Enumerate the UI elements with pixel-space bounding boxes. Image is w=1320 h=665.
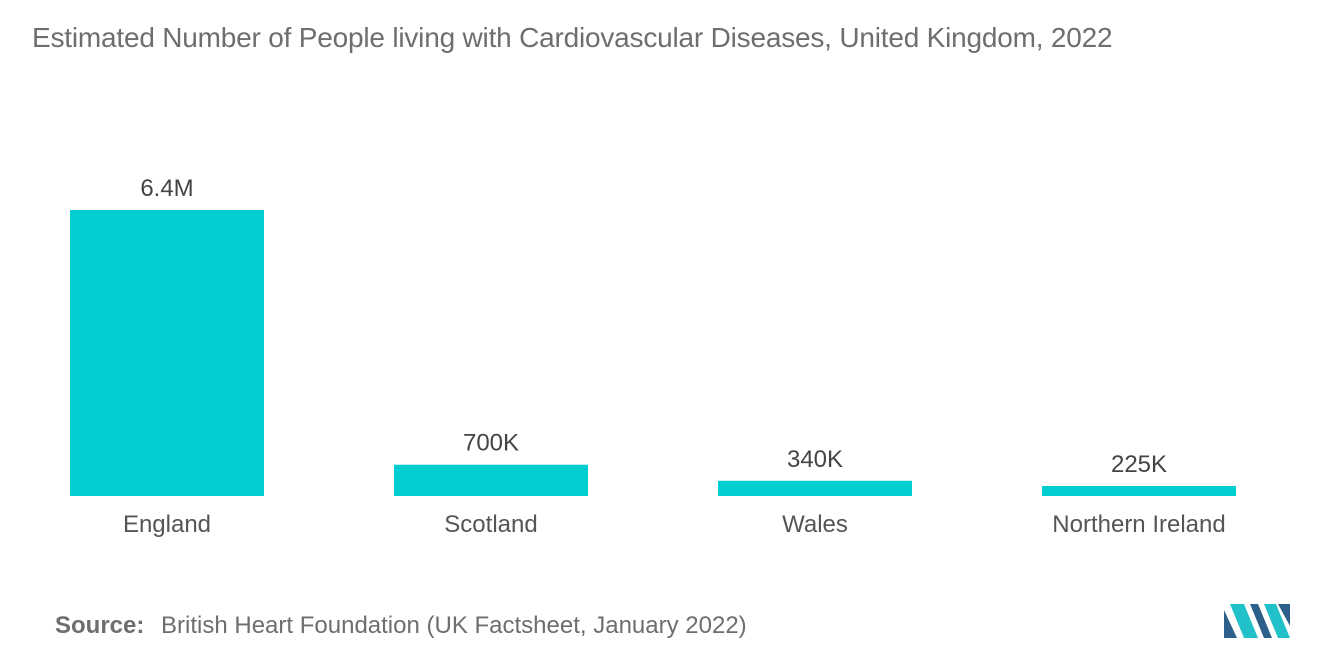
chart-title: Estimated Number of People living with C… <box>32 22 1113 53</box>
data-label-northern-ireland: 225K <box>1111 451 1167 478</box>
bar-scotland <box>394 464 588 496</box>
x-tick-label-scotland: Scotland <box>444 511 537 538</box>
bar-wales <box>718 480 912 496</box>
bar-northern-ireland <box>1042 485 1236 496</box>
source-text: British Heart Foundation (UK Factsheet, … <box>161 612 747 639</box>
x-tick-label-england: England <box>123 511 211 538</box>
source-line: Source: British Heart Foundation (UK Fac… <box>55 612 747 640</box>
data-label-scotland: 700K <box>463 430 519 457</box>
mordor-intelligence-logo-icon <box>1224 604 1290 638</box>
data-label-wales: 340K <box>787 446 843 473</box>
bar-chart: 6.4M England 700K Scotland 340K Wales 225K Nort… <box>70 175 1236 538</box>
x-tick-label-wales: Wales <box>782 511 848 538</box>
data-label-england: 6.4M <box>140 175 193 202</box>
bar-england <box>70 210 264 496</box>
source-label: Source: <box>55 612 145 639</box>
x-tick-label-northern-ireland: Northern Ireland <box>1052 511 1225 538</box>
